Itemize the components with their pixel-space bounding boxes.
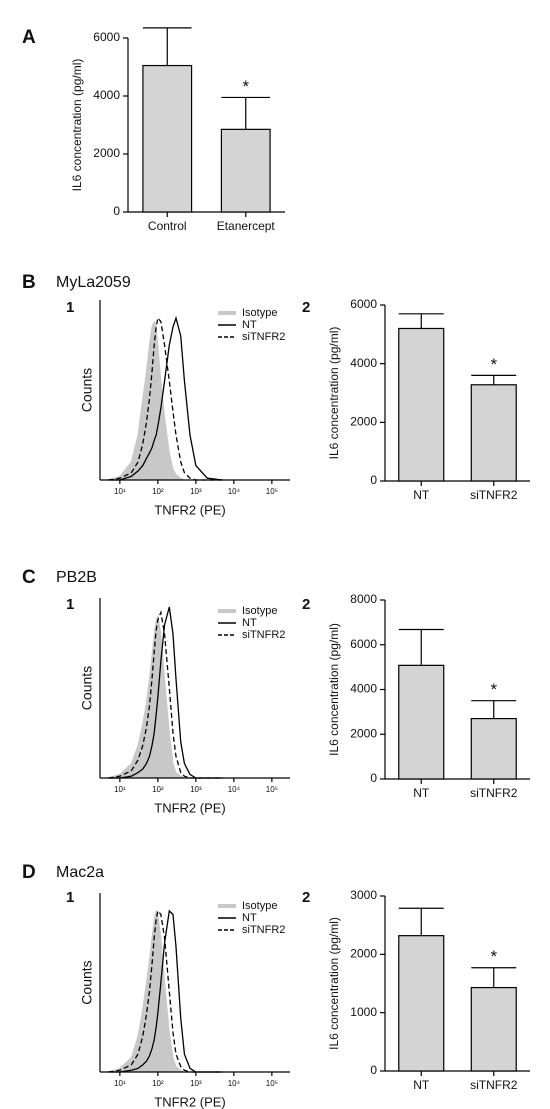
x-tick-label: 10²	[152, 1079, 164, 1088]
legend-label: Isotype	[242, 307, 277, 319]
y-tick-label: 6000	[350, 637, 377, 651]
y-axis-title: IL6 concentration (pg/ml)	[327, 327, 341, 460]
x-tick-label: 10¹	[114, 1079, 126, 1088]
y-tick-label: 1000	[350, 1005, 377, 1019]
y-tick-label: 4000	[93, 88, 120, 102]
y-tick-label: 6000	[350, 297, 377, 311]
x-tick-label: siTNFR2	[470, 1078, 518, 1092]
histogram-line	[108, 909, 223, 1073]
significance: *	[490, 355, 497, 374]
histogram-line	[108, 610, 223, 779]
subpanel-number: 2	[302, 299, 310, 316]
panel-letter: C	[22, 567, 36, 588]
x-axis-title: TNFR2 (PE)	[154, 1094, 226, 1109]
x-tick-label: 10⁵	[266, 487, 278, 496]
x-tick-label: 10¹	[114, 487, 126, 496]
x-tick-label: siTNFR2	[470, 786, 518, 800]
bar	[220, 128, 271, 213]
subpanel-number: 1	[66, 596, 74, 613]
panel-letter: D	[22, 862, 36, 883]
subpanel-number: 2	[302, 596, 310, 613]
y-tick-label: 4000	[350, 356, 377, 370]
legend-label: Isotype	[242, 605, 277, 617]
legend-label: NT	[242, 617, 257, 629]
subpanel-number: 1	[66, 299, 74, 316]
subpanel-number: 2	[302, 889, 310, 906]
x-axis-title: TNFR2 (PE)	[154, 502, 226, 517]
x-tick-label: NT	[413, 786, 430, 800]
panel-letter: A	[22, 27, 36, 48]
histogram-line	[108, 316, 223, 481]
panel-title: Mac2a	[56, 864, 104, 881]
bar	[470, 986, 517, 1072]
bar	[398, 327, 445, 482]
y-tick-label: 2000	[350, 947, 377, 961]
x-axis-title: TNFR2 (PE)	[154, 800, 226, 815]
x-tick-label: Etanercept	[217, 219, 276, 233]
panel-title: MyLa2059	[56, 274, 131, 291]
x-tick-label: 10³	[190, 487, 202, 496]
y-axis-title: Counts	[79, 368, 95, 412]
x-tick-label: 10²	[152, 487, 164, 496]
bar	[398, 664, 445, 780]
histogram-area	[108, 615, 223, 779]
x-tick-label: Control	[148, 219, 187, 233]
bar	[470, 717, 517, 780]
legend-label: NT	[242, 912, 257, 924]
panel-title: PB2B	[56, 569, 97, 586]
panel-letter: B	[22, 272, 36, 293]
histogram-area	[108, 320, 223, 481]
significance: *	[490, 947, 497, 966]
x-tick-label: 10²	[152, 785, 164, 794]
y-tick-label: 6000	[93, 30, 120, 44]
bar	[398, 935, 445, 1072]
significance: *	[242, 77, 249, 96]
x-tick-label: 10³	[190, 785, 202, 794]
x-tick-label: 10⁴	[228, 1079, 241, 1088]
y-tick-label: 0	[370, 771, 377, 785]
y-axis-title: Counts	[79, 960, 95, 1004]
x-tick-label: 10⁵	[266, 785, 278, 794]
y-axis-title: IL6 concentration (pg/ml)	[327, 623, 341, 756]
legend-label: siTNFR2	[242, 629, 285, 641]
y-tick-label: 2000	[350, 415, 377, 429]
bar	[470, 384, 517, 482]
y-axis-title: IL6 concentration (pg/ml)	[327, 917, 341, 1050]
subpanel-number: 1	[66, 889, 74, 906]
legend-label: siTNFR2	[242, 331, 285, 343]
y-tick-label: 3000	[350, 888, 377, 902]
histogram-line	[108, 315, 223, 481]
legend-label: siTNFR2	[242, 924, 285, 936]
y-tick-label: 8000	[350, 592, 377, 606]
x-tick-label: siTNFR2	[470, 488, 518, 502]
x-tick-label: 10⁵	[266, 1079, 278, 1088]
legend-label: NT	[242, 319, 257, 331]
significance: *	[490, 680, 497, 699]
y-tick-label: 0	[113, 204, 120, 218]
y-tick-label: 2000	[350, 726, 377, 740]
y-axis-title: Counts	[79, 666, 95, 710]
y-tick-label: 2000	[93, 146, 120, 160]
y-tick-label: 0	[370, 1063, 377, 1077]
x-tick-label: 10³	[190, 1079, 202, 1088]
bar	[142, 64, 193, 213]
x-tick-label: 10¹	[114, 785, 126, 794]
histogram-line	[108, 606, 223, 779]
y-axis-title: IL6 concentration (pg/ml)	[70, 59, 84, 192]
x-tick-label: NT	[413, 488, 430, 502]
y-tick-label: 0	[370, 473, 377, 487]
histogram-line	[108, 909, 223, 1073]
y-tick-label: 4000	[350, 682, 377, 696]
legend-label: Isotype	[242, 900, 277, 912]
x-tick-label: 10⁴	[228, 785, 241, 794]
x-tick-label: 10⁴	[228, 487, 241, 496]
x-tick-label: NT	[413, 1078, 430, 1092]
